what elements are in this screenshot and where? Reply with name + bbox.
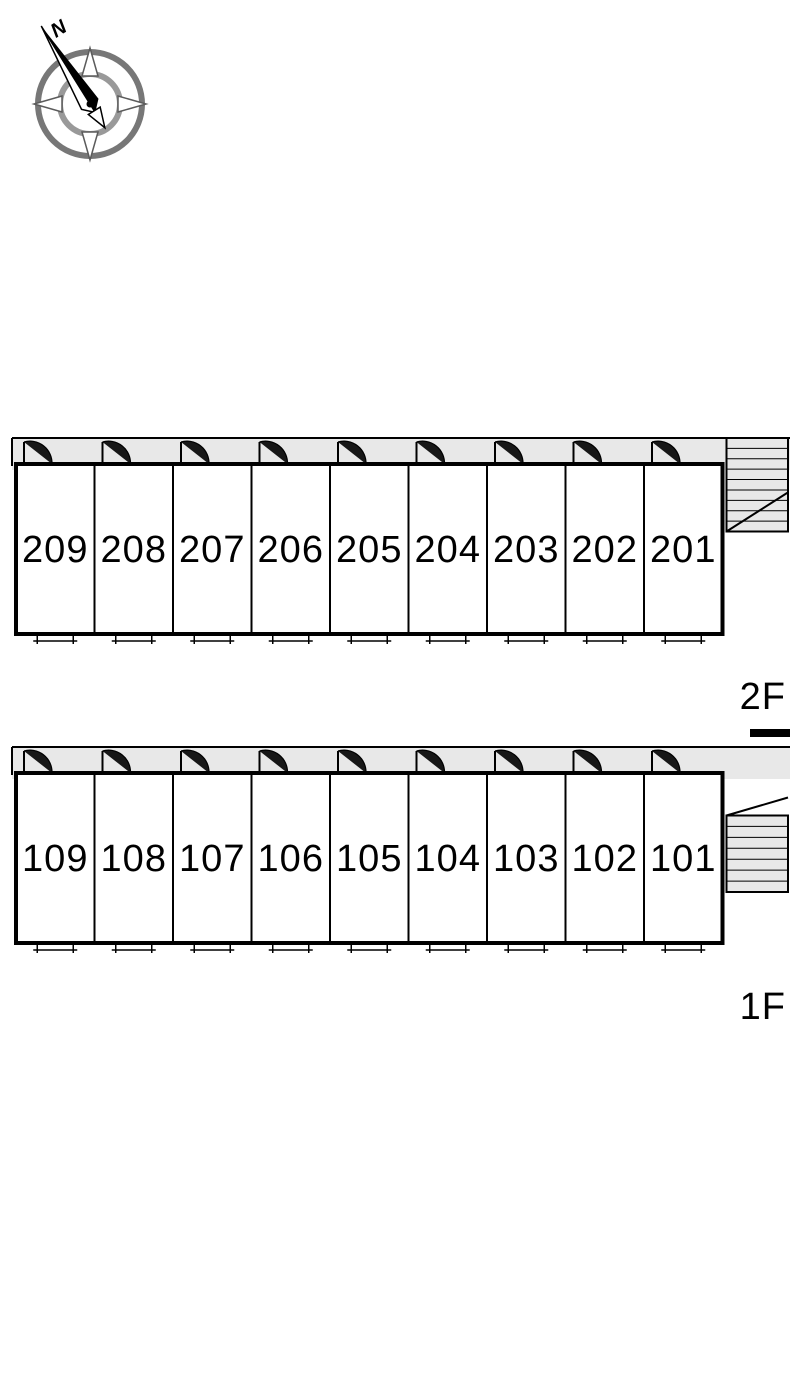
floor-2F: 209 208 207 206 205 204 203 202 201	[12, 438, 790, 644]
unit-label-106: 106	[258, 838, 324, 880]
unit-label-204: 204	[415, 529, 481, 571]
unit-label-203: 203	[493, 529, 559, 571]
unit-label-104: 104	[415, 838, 481, 880]
unit-label-102: 102	[572, 838, 638, 880]
unit-label-101: 101	[650, 838, 716, 880]
unit-label-201: 201	[650, 529, 716, 571]
unit-label-207: 207	[179, 529, 245, 571]
unit-label-205: 205	[336, 529, 402, 571]
unit-label-206: 206	[258, 529, 324, 571]
unit-label-103: 103	[493, 838, 559, 880]
unit-label-209: 209	[22, 529, 88, 571]
unit-label-107: 107	[179, 838, 245, 880]
unit-label-109: 109	[22, 838, 88, 880]
unit-label-108: 108	[101, 838, 167, 880]
compass-icon: N	[33, 15, 146, 160]
floor-1F: 109 108 107 106 105 104 103 102 101	[12, 729, 790, 953]
unit-label-105: 105	[336, 838, 402, 880]
stairs-2F	[727, 438, 789, 532]
unit-label-202: 202	[572, 529, 638, 571]
floor-label-2f: 2F	[740, 676, 786, 719]
unit-label-208: 208	[101, 529, 167, 571]
floor-label-1f: 1F	[740, 986, 786, 1029]
